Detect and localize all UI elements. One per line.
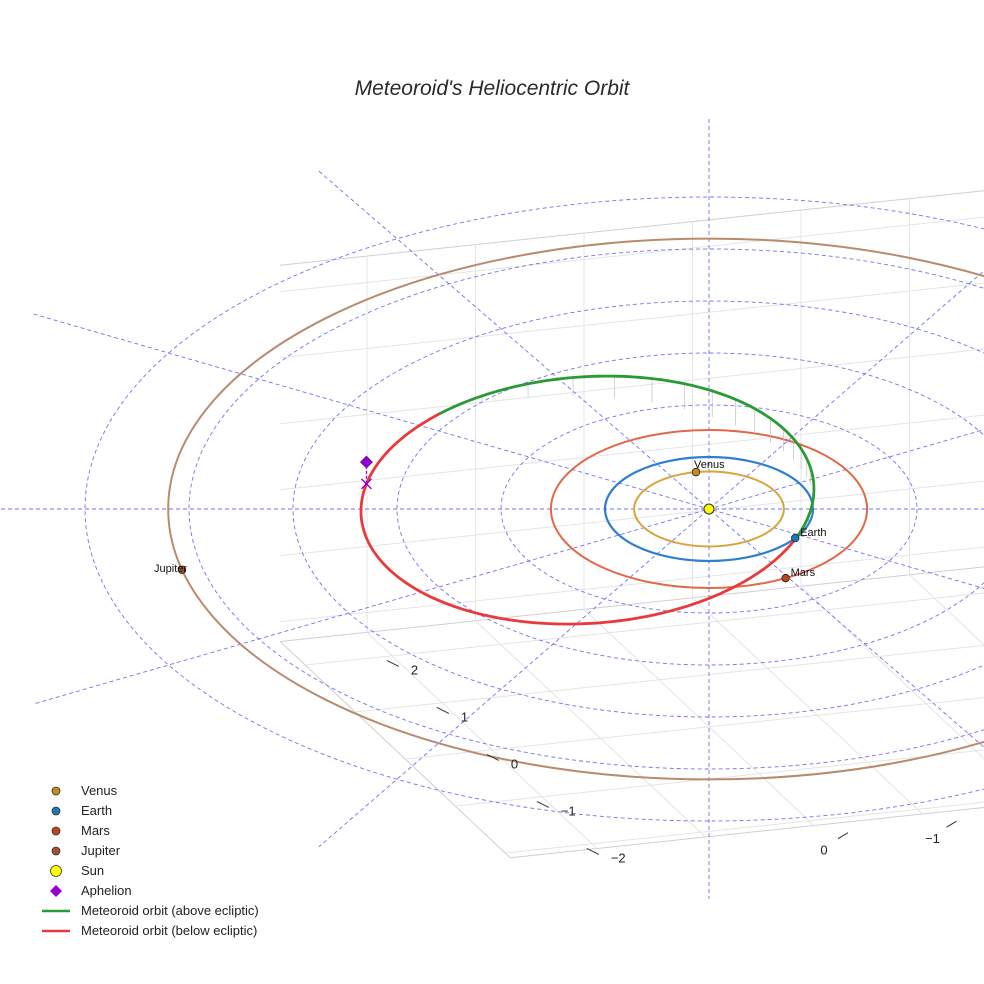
meteoroid-orbit-below bbox=[359, 412, 797, 626]
floor-grid-line bbox=[305, 592, 984, 666]
legend-swatch-circle bbox=[50, 865, 62, 877]
back-grid-line bbox=[280, 480, 984, 557]
legend-item: Mars bbox=[51, 823, 110, 838]
floor-grid-line bbox=[475, 620, 706, 838]
legend-swatch-circle bbox=[51, 846, 61, 856]
back-grid-line bbox=[280, 546, 984, 623]
legend-label: Earth bbox=[81, 803, 112, 818]
x-tick-label: 0 bbox=[820, 843, 827, 858]
floor-grid-line bbox=[355, 644, 984, 713]
legend-label: Mars bbox=[81, 823, 110, 838]
back-grid-line bbox=[280, 414, 984, 491]
chart-title: Meteoroid's Heliocentric Orbit bbox=[355, 77, 631, 100]
planet-label-mars: Mars bbox=[791, 567, 816, 579]
floor-grid-line bbox=[909, 574, 984, 646]
y-tick-mark bbox=[436, 707, 450, 714]
floor-grid-line bbox=[583, 608, 815, 826]
legend-swatch-diamond bbox=[50, 885, 62, 897]
box-edge bbox=[280, 190, 984, 266]
y-tick-mark bbox=[536, 801, 550, 808]
meteoroid-drop-lines bbox=[481, 376, 815, 530]
planet-label-earth: Earth bbox=[800, 527, 826, 539]
legend-item: Sun bbox=[50, 863, 104, 878]
meteoroid-orbit-above bbox=[437, 374, 816, 518]
floor-grid-line bbox=[505, 801, 984, 854]
legend-label: Aphelion bbox=[81, 883, 132, 898]
x-tick-label: −1 bbox=[925, 831, 940, 846]
legend-item: Aphelion bbox=[50, 883, 132, 898]
planet-jupiter bbox=[177, 565, 187, 575]
back-grid-line bbox=[280, 348, 984, 425]
back-grid-line bbox=[280, 282, 984, 359]
planet-earth bbox=[791, 533, 800, 543]
floor-grid-line bbox=[455, 749, 984, 807]
legend-item: Jupiter bbox=[51, 843, 121, 858]
y-tick-mark bbox=[386, 660, 400, 667]
orbit-venus bbox=[633, 470, 785, 548]
orbit-mars bbox=[549, 428, 869, 590]
y-tick-mark bbox=[586, 848, 600, 855]
planet-orbits bbox=[167, 237, 984, 781]
legend-item: Meteoroid orbit (above ecliptic) bbox=[42, 903, 259, 918]
planet-label-venus: Venus bbox=[694, 459, 725, 471]
ecliptic-polar-grid bbox=[0, 119, 984, 899]
planet-label-jupiter: Jupiter bbox=[154, 563, 187, 575]
y-tick-label: −1 bbox=[561, 803, 576, 818]
y-tick-label: 1 bbox=[461, 709, 468, 724]
legend-label: Sun bbox=[81, 863, 104, 878]
legend-item: Earth bbox=[51, 803, 112, 818]
legend: Venus Earth Mars Jupiter Sun Aphelion Meteoroi… bbox=[42, 783, 259, 938]
box-edge bbox=[280, 566, 984, 642]
orbit-earth bbox=[603, 455, 815, 563]
legend-item: Venus bbox=[51, 783, 118, 798]
x-tick-mark bbox=[946, 820, 957, 828]
box-edge bbox=[510, 806, 984, 859]
legend-swatch-circle bbox=[51, 786, 61, 796]
y-tick-label: 0 bbox=[511, 756, 518, 771]
legend-label: Meteoroid orbit (below ecliptic) bbox=[81, 923, 257, 938]
planet-venus bbox=[691, 467, 701, 477]
ecliptic-ring bbox=[500, 404, 918, 614]
sun-marker bbox=[703, 503, 715, 515]
bodies: Venus Earth Mars Jupiter bbox=[154, 455, 827, 583]
legend-swatch-circle bbox=[51, 826, 61, 836]
ecliptic-spoke bbox=[318, 170, 984, 748]
legend-item: Meteoroid orbit (below ecliptic) bbox=[42, 923, 257, 938]
legend-swatch-circle bbox=[51, 806, 61, 816]
planet-mars bbox=[781, 573, 790, 583]
x-tick-mark bbox=[837, 832, 849, 840]
floor-grid-line bbox=[692, 597, 923, 815]
y-tick-mark bbox=[486, 754, 500, 761]
legend-label: Meteoroid orbit (above ecliptic) bbox=[81, 903, 259, 918]
legend-label: Venus bbox=[81, 783, 118, 798]
back-grid-line bbox=[280, 216, 984, 293]
floor-grid-line bbox=[405, 697, 984, 760]
orbit-jupiter bbox=[167, 237, 984, 781]
axis-box bbox=[279, 190, 984, 859]
y-tick-label: 2 bbox=[411, 662, 418, 677]
y-tick-label: −2 bbox=[611, 850, 626, 865]
box-edge bbox=[279, 641, 511, 859]
ecliptic-spoke bbox=[318, 270, 984, 848]
floor-grid-line bbox=[366, 631, 598, 849]
legend-label: Jupiter bbox=[81, 843, 121, 858]
meteoroid-orbit bbox=[359, 374, 816, 626]
